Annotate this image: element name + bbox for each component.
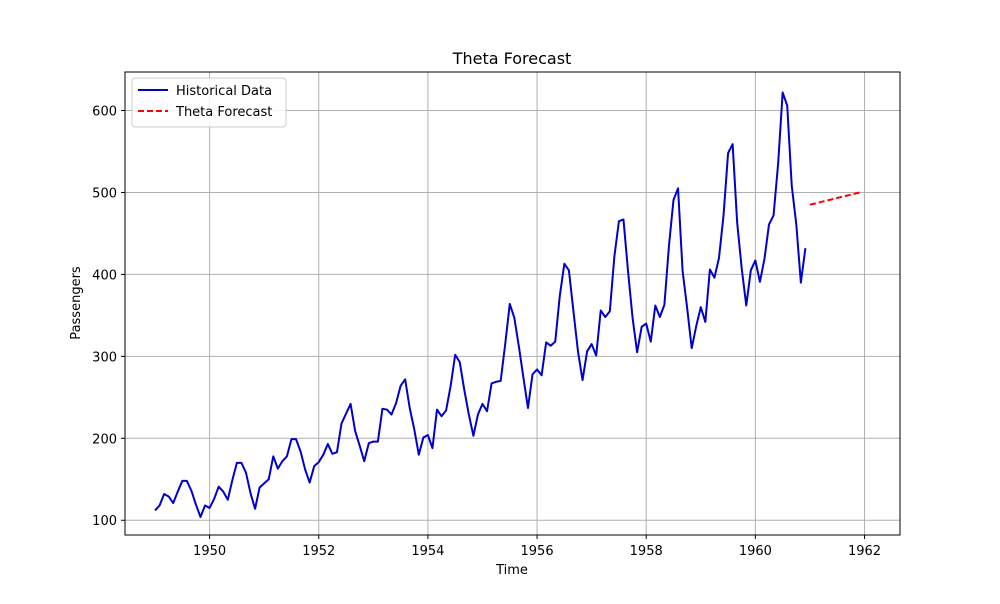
y-tick-label: 500 (92, 186, 117, 201)
y-axis-ticks: 100 200 300 400 500 600 (92, 105, 125, 529)
x-tick-label: 1958 (630, 544, 663, 559)
x-axis-ticks: 1950 1952 1954 1956 1958 1960 1962 (193, 535, 881, 559)
y-axis-label: Passengers (69, 266, 84, 340)
x-tick-label: 1954 (411, 544, 444, 559)
x-tick-label: 1956 (521, 544, 554, 559)
x-tick-label: 1960 (739, 544, 772, 559)
y-tick-label: 400 (92, 268, 117, 283)
legend-box (131, 77, 287, 128)
plot-area-frame (124, 71, 901, 536)
legend-label-forecast: Theta Forecast (175, 105, 272, 120)
series-line-forecast (809, 191, 861, 206)
x-tick-label: 1962 (848, 544, 881, 559)
legend-label-historical: Historical Data (176, 84, 272, 99)
y-tick-label: 200 (92, 432, 117, 447)
x-tick-label: 1952 (302, 544, 335, 559)
y-tick-label: 100 (92, 514, 117, 529)
grid-lines (125, 72, 900, 535)
chart-title: Theta Forecast (452, 49, 572, 68)
y-tick-label: 600 (92, 105, 117, 120)
series-line-historical (154, 91, 807, 518)
series-layer (154, 91, 861, 518)
y-tick-label: 300 (92, 350, 117, 365)
x-axis-label: Time (495, 563, 528, 578)
legend: Historical Data Theta Forecast (131, 77, 287, 128)
x-tick-label: 1950 (193, 544, 226, 559)
